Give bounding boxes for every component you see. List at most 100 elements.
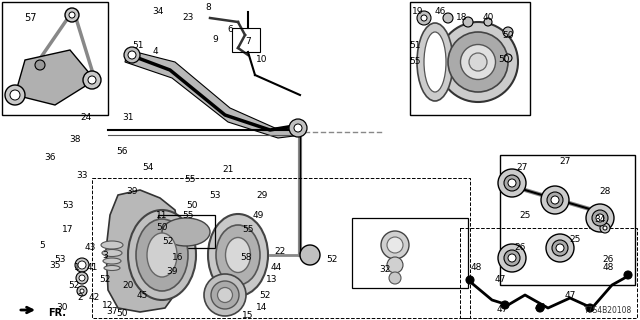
Text: 47: 47: [494, 276, 506, 284]
Circle shape: [551, 196, 559, 204]
Text: 49: 49: [252, 211, 264, 220]
Text: 50: 50: [116, 309, 128, 318]
Circle shape: [546, 234, 574, 262]
Text: 50: 50: [502, 30, 514, 39]
Text: 2: 2: [77, 293, 83, 302]
Ellipse shape: [438, 22, 518, 102]
Text: 32: 32: [380, 266, 390, 275]
Bar: [92, 178, 470, 318]
Text: 23: 23: [182, 13, 194, 22]
Text: 21: 21: [222, 165, 234, 174]
Circle shape: [624, 271, 632, 279]
Text: 27: 27: [516, 164, 528, 172]
Circle shape: [600, 223, 610, 233]
Ellipse shape: [147, 233, 177, 277]
Text: 45: 45: [136, 291, 148, 300]
Bar: [410, 2, 530, 115]
Circle shape: [389, 272, 401, 284]
Text: 50: 50: [186, 201, 198, 210]
Text: 57: 57: [24, 13, 36, 23]
Text: 53: 53: [209, 190, 221, 199]
Text: 48: 48: [470, 263, 482, 273]
Text: 46: 46: [435, 7, 445, 17]
Text: 54: 54: [142, 164, 154, 172]
Text: 25: 25: [570, 236, 580, 244]
Ellipse shape: [102, 250, 122, 257]
Text: 8: 8: [205, 4, 211, 12]
Text: 55: 55: [409, 58, 420, 67]
Text: 17: 17: [62, 226, 74, 235]
Text: 1: 1: [74, 263, 80, 273]
Text: 53: 53: [54, 255, 66, 265]
Ellipse shape: [211, 281, 239, 309]
Text: 56: 56: [116, 148, 128, 156]
Text: 26: 26: [515, 244, 525, 252]
Circle shape: [463, 17, 473, 27]
Bar: [460, 228, 637, 318]
Text: 47: 47: [496, 306, 508, 315]
Ellipse shape: [218, 287, 232, 302]
Circle shape: [128, 51, 136, 59]
Text: 5: 5: [39, 241, 45, 250]
Circle shape: [77, 286, 87, 296]
Text: 31: 31: [122, 114, 134, 123]
Circle shape: [294, 124, 302, 132]
Text: 4: 4: [152, 47, 158, 57]
Text: 3: 3: [102, 251, 108, 260]
Circle shape: [596, 214, 604, 222]
Text: 50: 50: [499, 55, 509, 65]
Ellipse shape: [104, 266, 120, 270]
Circle shape: [80, 289, 84, 293]
Ellipse shape: [101, 241, 123, 249]
Text: 15: 15: [243, 311, 253, 320]
Text: 33: 33: [76, 171, 88, 180]
Ellipse shape: [208, 214, 268, 296]
Text: 58: 58: [240, 253, 252, 262]
Text: 48: 48: [602, 263, 614, 273]
Text: 16: 16: [172, 253, 184, 262]
Bar: [232, 28, 260, 52]
Text: 39: 39: [166, 268, 178, 276]
Text: FR.: FR.: [48, 308, 66, 318]
Text: 19: 19: [412, 7, 424, 17]
Ellipse shape: [162, 218, 210, 246]
Text: 37: 37: [106, 308, 118, 316]
Text: 44: 44: [270, 263, 282, 273]
Text: 13: 13: [266, 276, 278, 284]
Circle shape: [541, 186, 569, 214]
Circle shape: [69, 12, 75, 18]
Circle shape: [592, 210, 608, 226]
Bar: [2, 2, 108, 115]
Circle shape: [503, 27, 513, 37]
Text: 52: 52: [326, 255, 338, 265]
Text: 12: 12: [102, 300, 114, 309]
Circle shape: [547, 192, 563, 208]
Circle shape: [603, 226, 607, 230]
Text: 30: 30: [56, 303, 68, 313]
Ellipse shape: [136, 219, 188, 291]
Ellipse shape: [103, 258, 121, 264]
Circle shape: [124, 47, 140, 63]
Bar: [352, 218, 468, 288]
Text: 7: 7: [245, 37, 251, 46]
Circle shape: [552, 240, 568, 256]
Text: 11: 11: [156, 211, 168, 220]
Circle shape: [79, 275, 85, 281]
Text: 27: 27: [559, 157, 571, 166]
Circle shape: [536, 304, 544, 312]
Bar: [158, 215, 215, 248]
Circle shape: [498, 244, 526, 272]
Text: 52: 52: [163, 237, 173, 246]
Circle shape: [10, 90, 20, 100]
Circle shape: [504, 54, 512, 62]
Ellipse shape: [424, 32, 446, 92]
Circle shape: [466, 276, 474, 284]
Text: 28: 28: [599, 188, 611, 196]
Text: 52: 52: [259, 291, 271, 300]
Circle shape: [417, 11, 431, 25]
Circle shape: [35, 60, 45, 70]
Text: 36: 36: [44, 154, 56, 163]
Text: 9: 9: [212, 36, 218, 44]
Circle shape: [387, 257, 403, 273]
Text: 47: 47: [564, 291, 576, 300]
